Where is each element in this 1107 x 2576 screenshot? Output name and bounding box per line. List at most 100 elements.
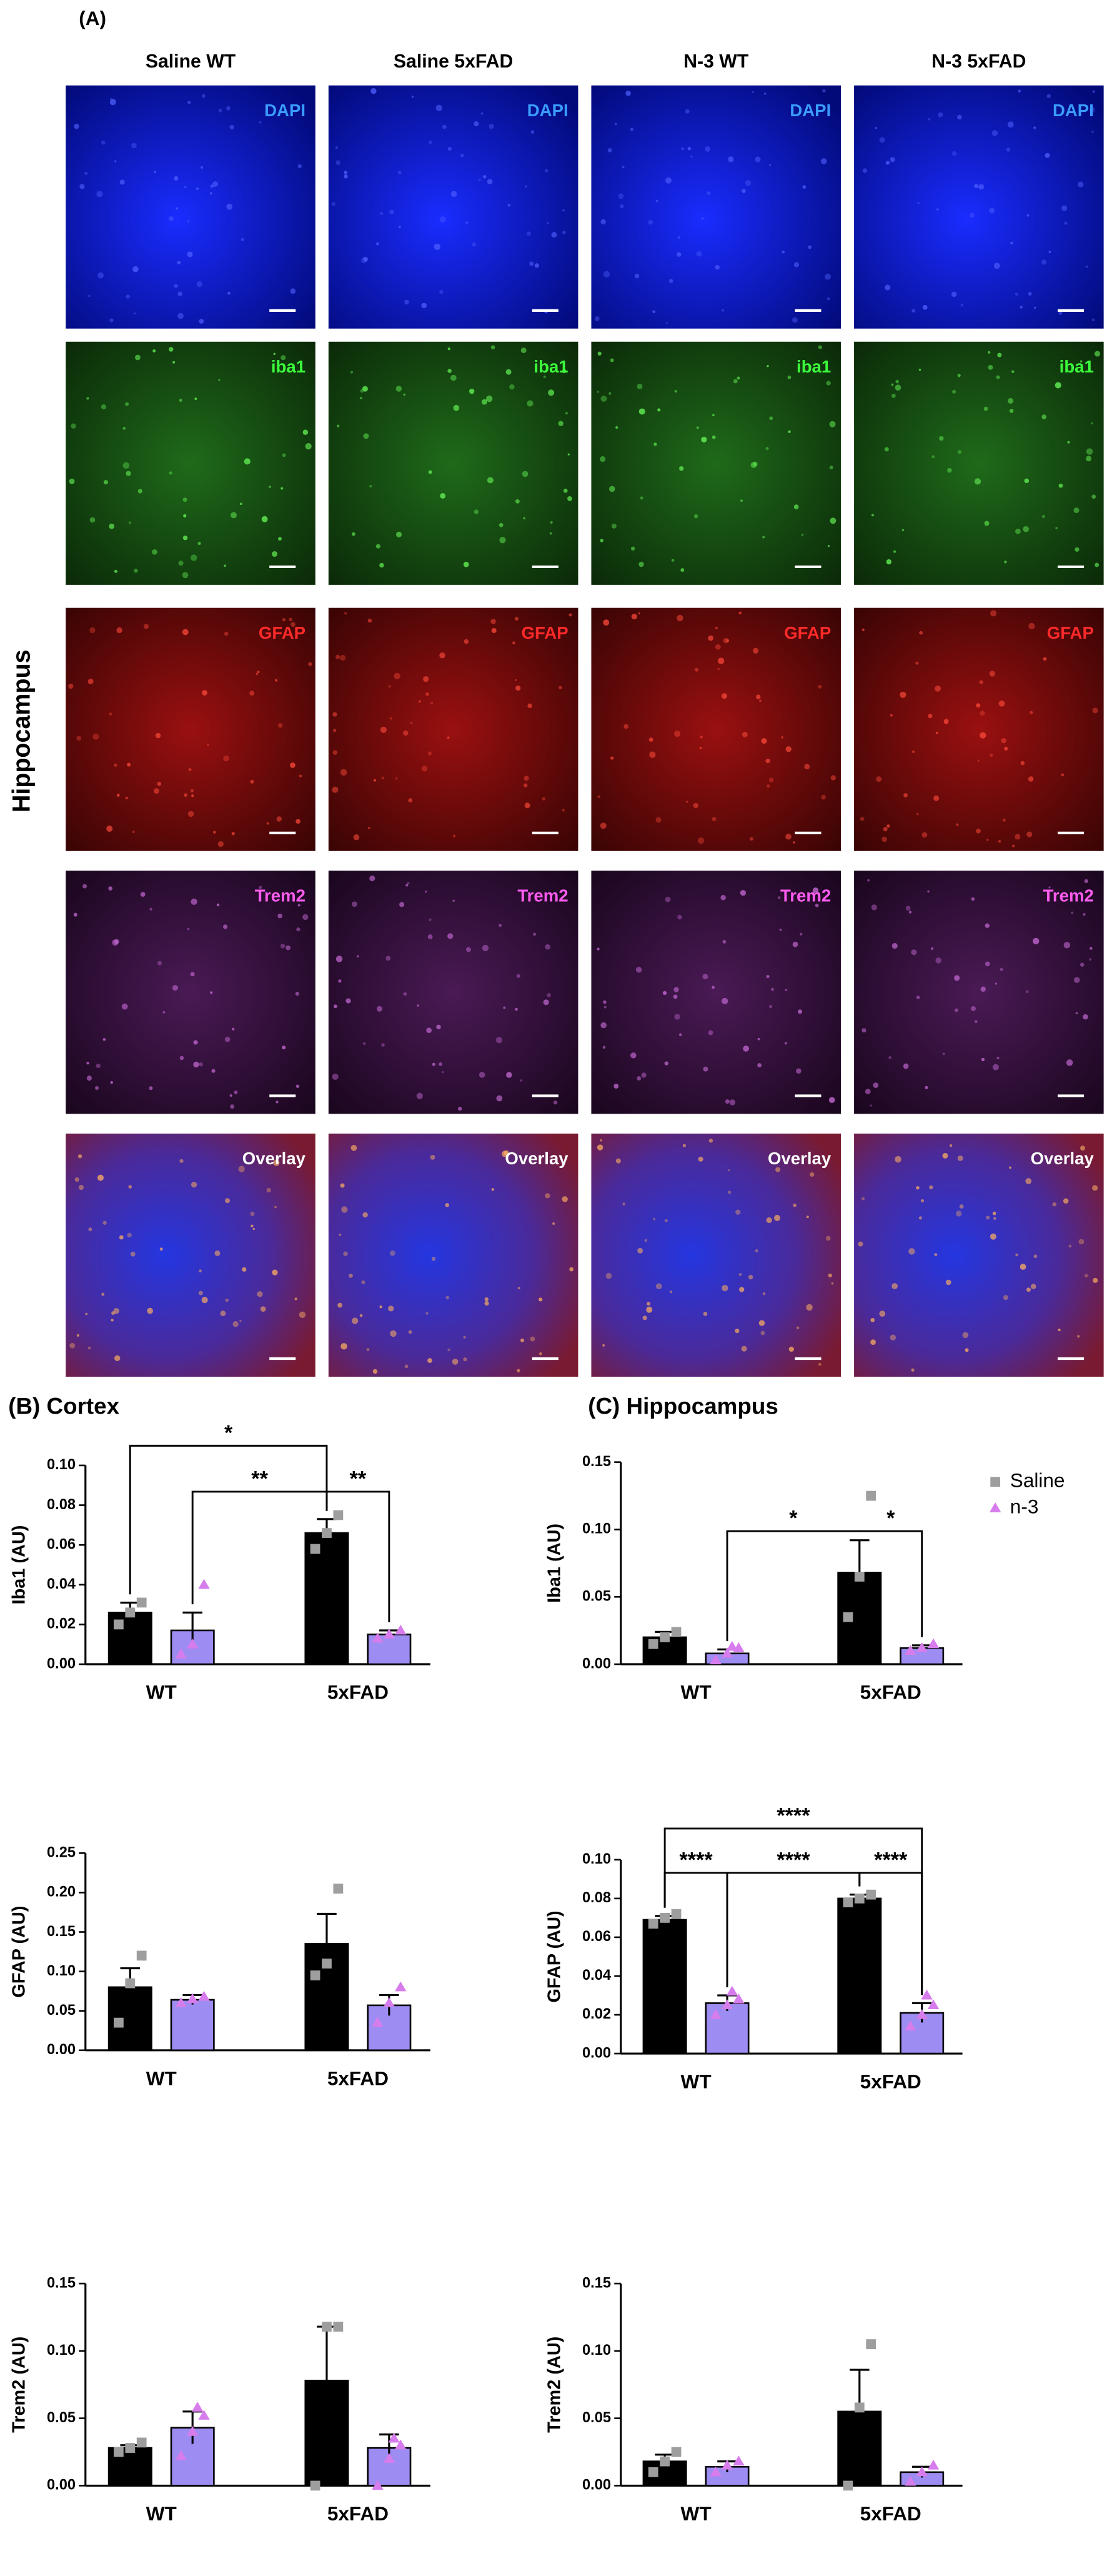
cell-texture: [441, 1071, 444, 1074]
cell-texture: [122, 462, 130, 469]
cell-texture: [390, 1330, 397, 1337]
data-point: [660, 1913, 670, 1923]
cell-texture: [1083, 912, 1086, 916]
cell-texture: [1080, 360, 1083, 362]
cell-texture: [282, 453, 286, 457]
data-point: [186, 1993, 199, 2004]
cell-texture: [775, 1167, 781, 1172]
cell-texture: [830, 517, 836, 524]
cell-texture: [202, 94, 206, 98]
cell-texture: [646, 1306, 653, 1313]
cell-texture: [352, 901, 357, 907]
cell-texture: [447, 369, 452, 373]
legend-label: Saline: [1010, 1469, 1065, 1492]
cell-texture: [717, 667, 720, 671]
cell-texture: [440, 492, 446, 499]
cell-texture: [594, 316, 600, 321]
cell-texture: [244, 458, 251, 465]
cell-texture: [785, 989, 788, 992]
cell-texture: [379, 211, 384, 216]
cell-texture: [992, 1211, 996, 1216]
channel-label: Trem2: [1043, 886, 1094, 906]
cell-texture: [523, 517, 525, 519]
cell-texture: [407, 882, 410, 885]
cell-texture: [127, 1232, 132, 1238]
cell-texture: [1055, 527, 1058, 529]
cell-texture: [703, 1066, 708, 1072]
cell-texture: [425, 692, 429, 696]
cell-texture: [1033, 306, 1036, 309]
channel-label: DAPI: [790, 101, 831, 120]
cell-texture: [762, 536, 765, 539]
cell-texture: [132, 266, 139, 272]
data-point: [322, 2322, 332, 2332]
cell-texture: [815, 904, 819, 907]
cell-texture: [755, 1249, 758, 1252]
cell-texture: [379, 562, 384, 568]
data-point: [843, 1897, 853, 1907]
cell-texture: [827, 297, 830, 301]
cell-texture: [562, 809, 565, 812]
cell-texture: [458, 1106, 462, 1111]
cell-texture: [793, 504, 799, 509]
cell-texture: [931, 455, 935, 459]
x-tick-label: WT: [146, 2067, 177, 2089]
cell-texture: [657, 408, 661, 412]
cell-texture: [558, 686, 562, 689]
cell-texture: [522, 471, 529, 477]
cell-texture: [974, 478, 981, 485]
data-point: [175, 2450, 187, 2460]
cell-texture: [1020, 761, 1025, 766]
cell-texture: [1026, 990, 1029, 993]
cell-texture: [425, 1312, 429, 1315]
cell-texture: [183, 514, 187, 517]
cell-texture: [698, 1156, 703, 1162]
cell-texture: [335, 654, 340, 659]
cell-texture: [128, 521, 131, 524]
cell-texture: [539, 1352, 542, 1355]
cell-texture: [695, 667, 699, 672]
cell-texture: [1080, 962, 1085, 967]
cell-texture: [569, 1267, 573, 1272]
cell-texture: [187, 811, 194, 817]
cell-texture: [614, 122, 617, 126]
cell-texture: [1071, 911, 1074, 914]
cell-texture: [942, 1152, 948, 1159]
cell-texture: [801, 533, 804, 536]
cell-texture: [1000, 967, 1004, 971]
cell-texture: [1083, 1014, 1088, 1020]
cell-texture: [184, 793, 187, 797]
cell-texture: [976, 829, 981, 834]
cell-texture: [637, 383, 643, 389]
cell-texture: [568, 613, 572, 617]
cell-texture: [742, 189, 746, 193]
data-point: [333, 1884, 344, 1894]
cell-texture: [481, 399, 487, 405]
cell-texture: [76, 1334, 80, 1337]
cell-texture: [597, 947, 600, 951]
cell-texture: [379, 1305, 382, 1309]
cell-texture: [147, 1307, 154, 1314]
cell-texture: [829, 421, 836, 427]
data-point: [310, 1544, 320, 1554]
cell-texture: [353, 834, 360, 841]
cell-texture: [152, 349, 156, 353]
cell-texture: [630, 1052, 637, 1059]
y-tick-label: 0.05: [582, 2410, 611, 2426]
cell-texture: [116, 627, 122, 634]
cell-texture: [460, 153, 464, 157]
cell-texture: [895, 1156, 901, 1163]
cell-texture: [332, 750, 338, 755]
data-point: [660, 2456, 670, 2467]
cell-texture: [693, 514, 698, 519]
cell-texture: [269, 486, 271, 488]
data-point: [927, 1999, 940, 2010]
cell-texture: [225, 1298, 229, 1302]
cell-texture: [768, 777, 774, 782]
cell-texture: [1026, 831, 1033, 837]
cell-texture: [276, 816, 282, 822]
cell-texture: [1089, 958, 1092, 961]
cell-texture: [344, 174, 348, 179]
cell-texture: [331, 202, 336, 206]
cell-texture: [332, 786, 339, 793]
